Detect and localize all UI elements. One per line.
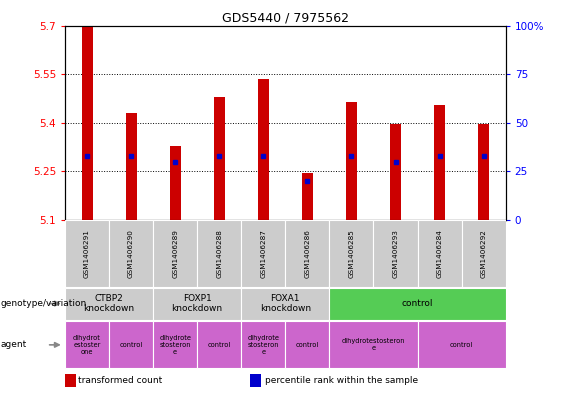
Bar (197, 220, 241, 287)
Bar (250, 374, 261, 387)
Bar (81, 26, 93, 220)
Title: GDS5440 / 7975562: GDS5440 / 7975562 (222, 11, 349, 24)
Bar (109, 321, 153, 369)
Text: GSM1406285: GSM1406285 (349, 229, 354, 278)
Text: GSM1406291: GSM1406291 (84, 229, 90, 278)
Text: FOXP1
knockdown: FOXP1 knockdown (172, 294, 223, 313)
Bar (125, 113, 137, 220)
Bar (153, 288, 241, 320)
Text: GSM1406289: GSM1406289 (172, 229, 178, 278)
Text: GSM1406284: GSM1406284 (437, 229, 442, 278)
Text: genotype/variation: genotype/variation (1, 299, 87, 308)
Bar (418, 321, 506, 369)
Text: GSM1406292: GSM1406292 (481, 229, 486, 278)
Bar (214, 97, 225, 220)
Bar (241, 288, 329, 320)
Text: control: control (119, 342, 143, 348)
Text: percentile rank within the sample: percentile rank within the sample (266, 376, 419, 385)
Text: dihydrote
stosteron
e: dihydrote stosteron e (247, 335, 279, 355)
Bar (329, 220, 373, 287)
Bar (285, 321, 329, 369)
Text: transformed count: transformed count (78, 376, 163, 385)
Text: dihydrote
stosteron
e: dihydrote stosteron e (159, 335, 191, 355)
Text: GSM1406290: GSM1406290 (128, 229, 134, 278)
Bar (329, 321, 418, 369)
Bar (373, 220, 418, 287)
Bar (241, 220, 285, 287)
Text: control: control (207, 342, 231, 348)
Bar (65, 220, 109, 287)
Text: GSM1406287: GSM1406287 (260, 229, 266, 278)
Bar (170, 145, 181, 220)
Bar (197, 321, 241, 369)
Bar (65, 321, 109, 369)
Bar (434, 105, 445, 220)
Bar (258, 79, 269, 220)
Bar (302, 173, 313, 220)
Text: control: control (295, 342, 319, 348)
Bar (109, 220, 153, 287)
Bar (390, 125, 401, 220)
Text: FOXA1
knockdown: FOXA1 knockdown (260, 294, 311, 313)
Bar (65, 374, 76, 387)
Bar (241, 321, 285, 369)
Bar (418, 220, 462, 287)
Bar (462, 220, 506, 287)
Text: dihydrotestosteron
e: dihydrotestosteron e (342, 338, 405, 351)
Text: control: control (450, 342, 473, 348)
Text: GSM1406288: GSM1406288 (216, 229, 222, 278)
Bar (153, 220, 197, 287)
Bar (153, 321, 197, 369)
Text: GSM1406286: GSM1406286 (305, 229, 310, 278)
Bar (478, 125, 489, 220)
Bar (346, 102, 357, 220)
Text: control: control (402, 299, 433, 308)
Text: agent: agent (1, 340, 27, 349)
Text: CTBP2
knockdown: CTBP2 knockdown (84, 294, 134, 313)
Text: dihydrot
estoster
one: dihydrot estoster one (73, 335, 101, 355)
Bar (329, 288, 506, 320)
Bar (65, 288, 153, 320)
Text: GSM1406293: GSM1406293 (393, 229, 398, 278)
Bar (285, 220, 329, 287)
